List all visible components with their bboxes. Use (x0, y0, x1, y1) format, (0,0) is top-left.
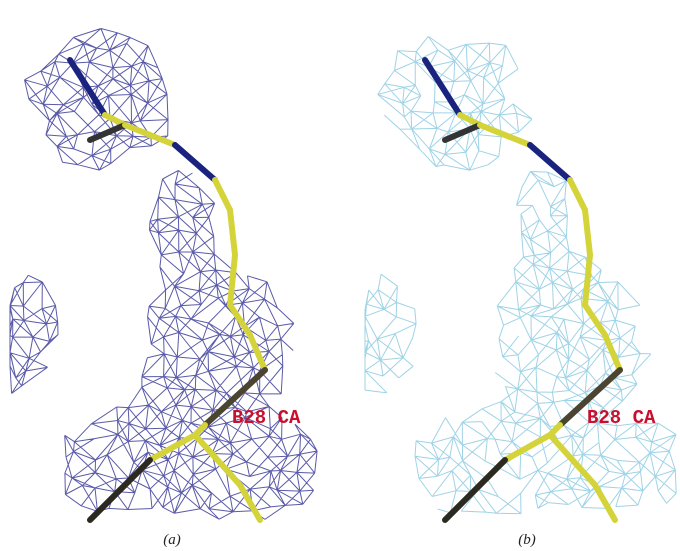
panel: B28 CA (10, 29, 317, 521)
bond (230, 210, 235, 255)
atom-label: B28 CA (587, 407, 656, 429)
bond (570, 180, 585, 210)
atom-label: B28 CA (232, 407, 301, 429)
bond (585, 210, 590, 255)
density-mesh (365, 36, 676, 513)
caption: (a) (163, 532, 181, 548)
mesh-lines (365, 36, 676, 513)
mesh-lines (10, 29, 317, 520)
bond (215, 180, 230, 210)
density-mesh (10, 29, 317, 520)
bond (585, 255, 590, 305)
caption: (b) (518, 532, 536, 548)
panel: B28 CA (365, 36, 676, 520)
bond (175, 145, 215, 180)
bond (230, 255, 235, 305)
figure: B28 CA B28 CA (a) (b) (0, 0, 680, 551)
bond (595, 485, 615, 520)
